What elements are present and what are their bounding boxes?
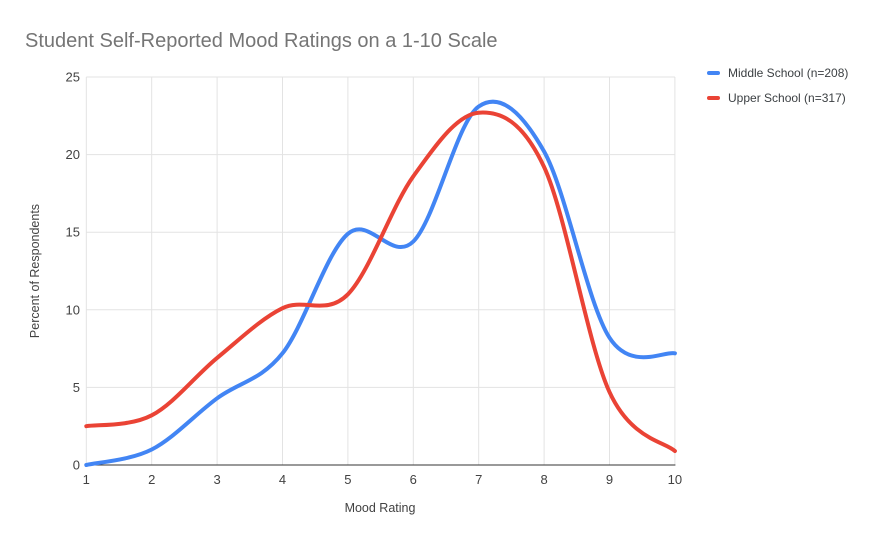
series-line-middle-school <box>84 99 677 467</box>
svg-text:7: 7 <box>475 472 482 487</box>
y-axis-title: Percent of Respondents <box>28 203 42 339</box>
svg-text:0: 0 <box>73 458 80 473</box>
svg-text:25: 25 <box>66 70 80 85</box>
svg-text:9: 9 <box>606 472 613 487</box>
svg-text:1: 1 <box>83 472 90 487</box>
series-line-upper-school <box>84 110 677 453</box>
legend-swatch-upper-school-icon <box>707 96 720 100</box>
x-tick-labels: 1 2 3 4 5 6 7 8 9 10 <box>83 472 682 487</box>
legend-label-middle-school: Middle School (n=208) <box>728 66 849 80</box>
svg-text:5: 5 <box>73 380 80 395</box>
svg-text:3: 3 <box>213 472 220 487</box>
svg-text:5: 5 <box>344 472 351 487</box>
legend-item-middle-school: Middle School (n=208) <box>707 66 848 80</box>
svg-text:10: 10 <box>668 472 682 487</box>
legend-item-upper-school: Upper School (n=317) <box>707 91 848 105</box>
svg-text:4: 4 <box>279 472 286 487</box>
svg-text:6: 6 <box>410 472 417 487</box>
svg-text:10: 10 <box>66 302 80 317</box>
gridlines <box>85 76 676 465</box>
legend: Middle School (n=208) Upper School (n=31… <box>707 66 848 116</box>
svg-text:8: 8 <box>540 472 547 487</box>
legend-label-upper-school: Upper School (n=317) <box>728 91 846 105</box>
chart-title: Student Self-Reported Mood Ratings on a … <box>25 30 498 52</box>
legend-swatch-middle-school-icon <box>707 71 720 75</box>
svg-text:15: 15 <box>66 225 80 240</box>
y-tick-labels: 0 5 10 15 20 25 <box>66 70 80 473</box>
x-axis-title: Mood Rating <box>344 501 416 515</box>
svg-text:2: 2 <box>148 472 155 487</box>
svg-text:20: 20 <box>66 147 80 162</box>
